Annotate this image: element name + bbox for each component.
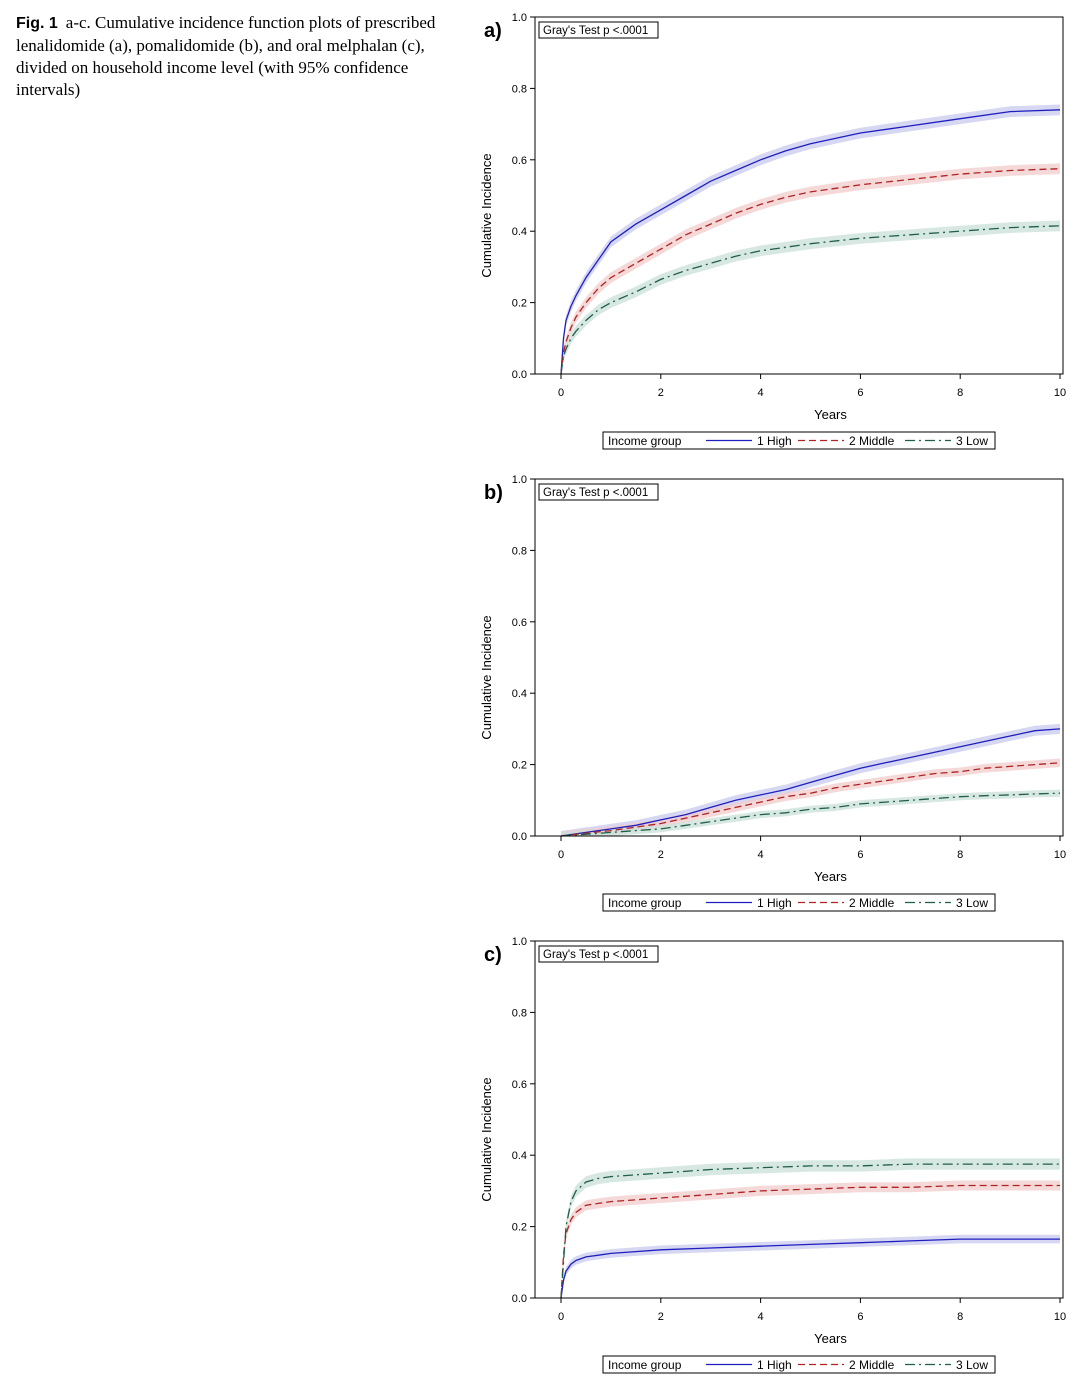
series-line-low xyxy=(560,792,1061,837)
ci-band-middle xyxy=(561,758,1060,836)
legend-title: Income group xyxy=(608,434,682,448)
charts-column: a) 0.0 0.2 0.4 0.6 0.8 1.0 0 2 4 6 8 10 Years Cumulati… xyxy=(470,0,1080,1392)
y-tick-label: 0.6 xyxy=(512,155,527,167)
x-tick-label: 2 xyxy=(658,387,664,399)
plot-frame xyxy=(534,478,1064,837)
y-tick-label: 0.2 xyxy=(512,760,527,772)
series-line-high xyxy=(560,728,1061,837)
y-axis-title: Cumulative Incidence xyxy=(479,153,494,277)
ci-band-middle xyxy=(561,163,1060,374)
x-tick-label: 4 xyxy=(758,1311,764,1323)
x-tick-label: 6 xyxy=(857,849,863,861)
x-tick-label: 0 xyxy=(558,1311,564,1323)
panel-label: a) xyxy=(484,20,502,42)
annotation-box xyxy=(538,945,659,963)
panel-label: b) xyxy=(484,482,503,504)
x-axis-title: Years xyxy=(814,1331,847,1346)
series-line-high xyxy=(560,109,1061,375)
annotation-text: Gray's Test p <.0001 xyxy=(543,949,648,961)
x-axis-title: Years xyxy=(814,407,847,422)
y-tick-label: 0.8 xyxy=(512,545,527,557)
y-tick-label: 0.8 xyxy=(512,1007,527,1019)
panel-label: c) xyxy=(484,944,502,966)
x-tick-label: 6 xyxy=(857,1311,863,1323)
x-tick-label: 8 xyxy=(957,1311,963,1323)
legend-label-middle: 2 Middle xyxy=(849,896,895,910)
y-tick-label: 0.2 xyxy=(512,1222,527,1234)
annotation-box xyxy=(538,483,659,501)
annotation-text: Gray's Test p <.0001 xyxy=(543,25,648,37)
series-line-middle xyxy=(560,762,1061,837)
x-tick-label: 8 xyxy=(957,849,963,861)
plot-frame xyxy=(534,16,1064,375)
x-tick-label: 10 xyxy=(1054,1311,1066,1323)
chart-a: a) 0.0 0.2 0.4 0.6 0.8 1.0 0 2 4 6 8 10 Years Cumulati… xyxy=(479,12,1066,450)
legend-title: Income group xyxy=(608,896,682,910)
legend-label-middle: 2 Middle xyxy=(849,434,895,448)
y-axis-title: Cumulative Incidence xyxy=(479,615,494,739)
x-tick-label: 0 xyxy=(558,387,564,399)
legend-label-low: 3 Low xyxy=(956,896,988,910)
caption-text: a-c. Cumulative incidence function plots… xyxy=(16,13,436,99)
figure-caption: Fig. 1 a-c. Cumulative incidence function… xyxy=(16,12,446,101)
ci-band-high xyxy=(561,723,1060,836)
x-tick-label: 4 xyxy=(758,849,764,861)
y-tick-label: 0.4 xyxy=(512,688,527,700)
y-tick-label: 0.4 xyxy=(512,1150,527,1162)
chart-b: b) 0.0 0.2 0.4 0.6 0.8 1.0 0 2 4 6 8 10 Years Cumulati… xyxy=(479,474,1066,912)
y-tick-label: 0.0 xyxy=(512,369,527,381)
y-tick-label: 0.4 xyxy=(512,226,527,238)
annotation-text: Gray's Test p <.0001 xyxy=(543,487,648,499)
ci-band-low xyxy=(561,1158,1060,1298)
series-line-middle xyxy=(560,1184,1060,1299)
legend-label-high: 1 High xyxy=(757,434,792,448)
y-axis-title: Cumulative Incidence xyxy=(479,1077,494,1201)
x-tick-label: 4 xyxy=(758,387,764,399)
x-axis-title: Years xyxy=(814,869,847,884)
x-tick-label: 0 xyxy=(558,849,564,861)
x-tick-label: 2 xyxy=(658,849,664,861)
plot-frame xyxy=(534,940,1064,1299)
legend-label-low: 3 Low xyxy=(956,1358,988,1372)
series-line-low xyxy=(560,225,1061,375)
y-tick-label: 0.6 xyxy=(512,1079,527,1091)
y-tick-label: 1.0 xyxy=(512,936,527,948)
y-tick-label: 0.6 xyxy=(512,617,527,629)
legend-title: Income group xyxy=(608,1358,682,1372)
legend-label-high: 1 High xyxy=(757,1358,792,1372)
series-line-high xyxy=(560,1238,1060,1299)
chart-c: c) 0.0 0.2 0.4 0.6 0.8 1.0 0 2 4 6 8 10 Years Cumulati… xyxy=(479,936,1066,1374)
figure-label: Fig. 1 xyxy=(16,15,58,32)
x-tick-label: 2 xyxy=(658,1311,664,1323)
ci-band-low xyxy=(561,789,1060,836)
legend-label-high: 1 High xyxy=(757,896,792,910)
x-tick-label: 6 xyxy=(857,387,863,399)
legend-label-low: 3 Low xyxy=(956,434,988,448)
x-tick-label: 8 xyxy=(957,387,963,399)
y-tick-label: 0.8 xyxy=(512,83,527,95)
series-line-low xyxy=(560,1163,1060,1299)
y-tick-label: 0.0 xyxy=(512,1293,527,1305)
y-tick-label: 0.0 xyxy=(512,831,527,843)
x-tick-label: 10 xyxy=(1054,849,1066,861)
y-tick-label: 0.2 xyxy=(512,298,527,310)
x-tick-label: 10 xyxy=(1054,387,1066,399)
ci-band-high xyxy=(561,1234,1060,1298)
series-line-middle xyxy=(560,168,1061,375)
y-tick-label: 1.0 xyxy=(512,12,527,24)
legend-label-middle: 2 Middle xyxy=(849,1358,895,1372)
y-tick-label: 1.0 xyxy=(512,474,527,486)
annotation-box xyxy=(538,21,659,39)
